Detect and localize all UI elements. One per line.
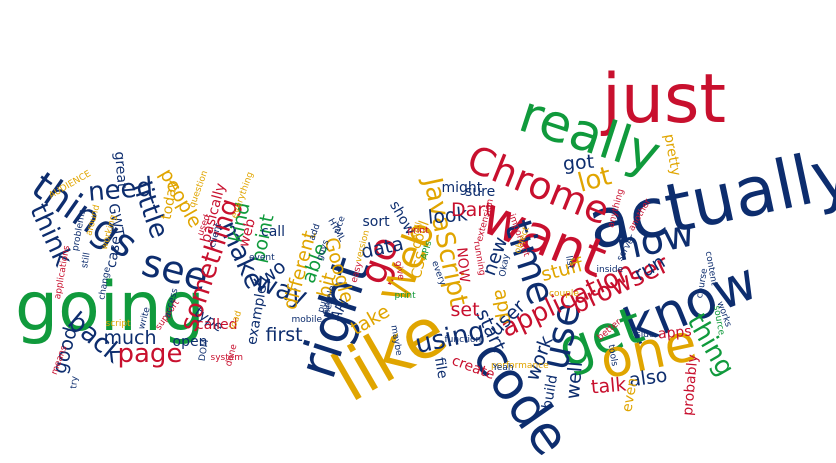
cloud-word-97: list: [562, 254, 575, 270]
cloud-word-70: sure: [465, 184, 496, 200]
cloud-word-0: just: [602, 60, 727, 139]
cloud-word-94: inside: [596, 264, 624, 275]
cloud-word-28: page: [117, 339, 183, 369]
cloud-word-47: well: [561, 360, 588, 400]
cloud-word-98: couple: [549, 288, 579, 299]
cloud-word-139: Yeah: [492, 362, 514, 373]
cloud-word-133: try: [68, 375, 80, 389]
cloud-word-5: going: [15, 268, 205, 347]
cloud-word-106: print: [394, 290, 416, 301]
cloud-word-60: set: [450, 298, 480, 321]
cloud-word-145: print: [407, 225, 429, 236]
cloud-word-75: call: [261, 224, 286, 240]
cloud-word-127: still: [80, 251, 93, 269]
cloud-word-35: Dart: [451, 198, 493, 221]
cloud-word-99: performance: [491, 360, 549, 371]
cloud-word-132: script: [105, 318, 131, 329]
cloud-word-56: first: [265, 323, 303, 346]
cloud-word-93: side: [636, 329, 655, 340]
cloud-word-49: much: [103, 326, 157, 349]
cloud-word-138: Okay: [497, 252, 512, 278]
cloud-word-73: NOW: [452, 246, 472, 284]
cloud-word-65: even: [619, 376, 642, 414]
cloud-word-115: event: [249, 252, 275, 263]
cloud-word-100: function: [444, 334, 482, 345]
cloud-word-83: great: [110, 150, 130, 190]
cloud-word-123: question: [187, 168, 210, 209]
cloud-word-121: load: [227, 309, 244, 331]
cloud-word-46: talk: [589, 373, 627, 399]
cloud-word-69: might: [441, 180, 483, 196]
cloud-word-62: file: [430, 356, 450, 380]
cloud-word-141: add: [306, 222, 323, 242]
cloud-word-68: sort: [362, 214, 390, 230]
cloud-word-78: open: [172, 334, 208, 350]
cloud-word-119: DOM: [197, 338, 212, 362]
cloud-word-114: mobile: [291, 314, 323, 325]
cloud-word-80: called: [196, 317, 238, 333]
cloud-word-61: apps: [657, 323, 693, 343]
cloud-word-38: got: [561, 150, 595, 175]
cloud-word-120: system: [210, 352, 244, 363]
